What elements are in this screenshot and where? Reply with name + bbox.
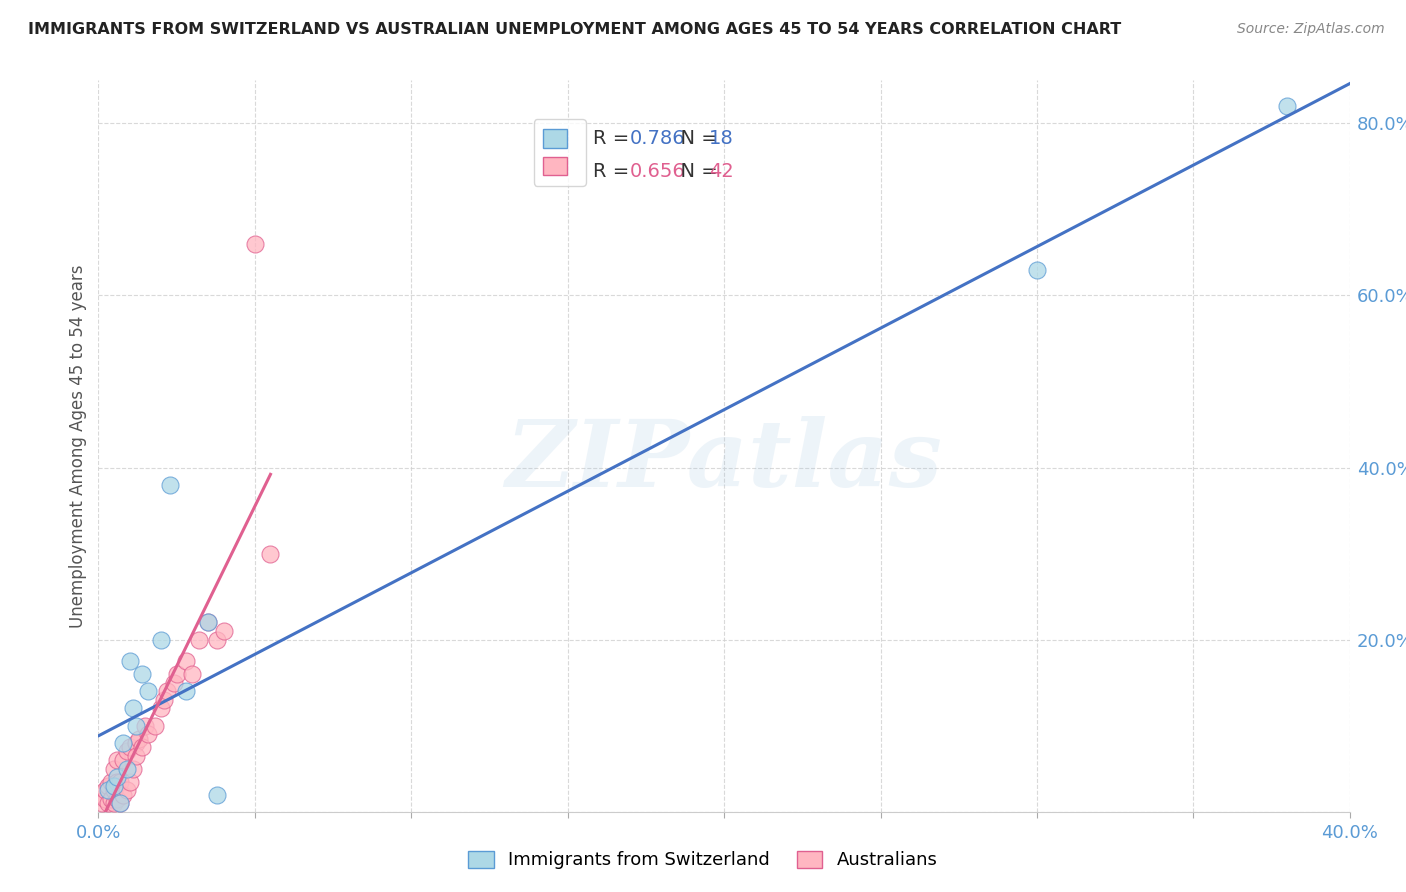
Point xyxy=(150,632,173,647)
Point xyxy=(90,796,112,810)
Point xyxy=(125,736,148,750)
Y-axis label: Unemployment Among Ages 45 to 54 years: Unemployment Among Ages 45 to 54 years xyxy=(69,264,87,628)
Text: R =: R = xyxy=(593,162,636,181)
Point xyxy=(93,783,115,797)
Text: 0.786: 0.786 xyxy=(630,129,686,148)
Legend: Immigrants from Switzerland, Australians: Immigrants from Switzerland, Australians xyxy=(460,842,946,879)
Point xyxy=(166,667,188,681)
Point xyxy=(212,624,235,638)
Text: Source: ZipAtlas.com: Source: ZipAtlas.com xyxy=(1237,22,1385,37)
Point xyxy=(100,774,122,789)
Point xyxy=(118,740,141,755)
Point xyxy=(115,744,138,758)
Point xyxy=(103,762,125,776)
Point xyxy=(197,615,219,630)
Point xyxy=(174,684,197,698)
Point xyxy=(1026,262,1049,277)
Point xyxy=(112,753,135,767)
Text: 42: 42 xyxy=(709,162,734,181)
Point xyxy=(103,779,125,793)
Point xyxy=(156,684,179,698)
Point xyxy=(97,783,120,797)
Point xyxy=(150,701,173,715)
Point xyxy=(118,654,141,668)
Point xyxy=(97,796,120,810)
Text: N =: N = xyxy=(668,162,724,181)
Point xyxy=(1277,99,1299,113)
Text: R =: R = xyxy=(593,129,636,148)
Point xyxy=(105,774,128,789)
Point xyxy=(162,675,184,690)
Point xyxy=(131,740,153,755)
Point xyxy=(110,796,132,810)
Point xyxy=(110,796,132,810)
Point xyxy=(159,477,181,491)
Point xyxy=(197,615,219,630)
Point xyxy=(259,547,281,561)
Point xyxy=(121,701,143,715)
Point xyxy=(110,774,132,789)
Text: ZIPatlas: ZIPatlas xyxy=(506,416,942,506)
Point xyxy=(153,693,176,707)
Point xyxy=(103,783,125,797)
Point xyxy=(174,654,197,668)
Legend: , : , xyxy=(534,120,586,186)
Text: N =: N = xyxy=(668,129,724,148)
Point xyxy=(138,684,160,698)
Point xyxy=(93,792,115,806)
Point xyxy=(100,792,122,806)
Point xyxy=(121,762,143,776)
Point xyxy=(143,719,166,733)
Point xyxy=(134,719,156,733)
Point xyxy=(112,736,135,750)
Point xyxy=(105,792,128,806)
Point xyxy=(243,236,266,251)
Point xyxy=(105,770,128,784)
Point xyxy=(207,632,229,647)
Text: IMMIGRANTS FROM SWITZERLAND VS AUSTRALIAN UNEMPLOYMENT AMONG AGES 45 TO 54 YEARS: IMMIGRANTS FROM SWITZERLAND VS AUSTRALIA… xyxy=(28,22,1122,37)
Point xyxy=(207,788,229,802)
Point xyxy=(187,632,209,647)
Point xyxy=(138,727,160,741)
Point xyxy=(112,788,135,802)
Point xyxy=(125,719,148,733)
Point xyxy=(181,667,204,681)
Point xyxy=(97,779,120,793)
Text: 0.656: 0.656 xyxy=(630,162,686,181)
Text: 18: 18 xyxy=(709,129,734,148)
Point xyxy=(105,753,128,767)
Point xyxy=(115,783,138,797)
Point xyxy=(115,762,138,776)
Point xyxy=(118,774,141,789)
Point xyxy=(128,731,150,746)
Point xyxy=(103,796,125,810)
Point xyxy=(131,667,153,681)
Point xyxy=(125,748,148,763)
